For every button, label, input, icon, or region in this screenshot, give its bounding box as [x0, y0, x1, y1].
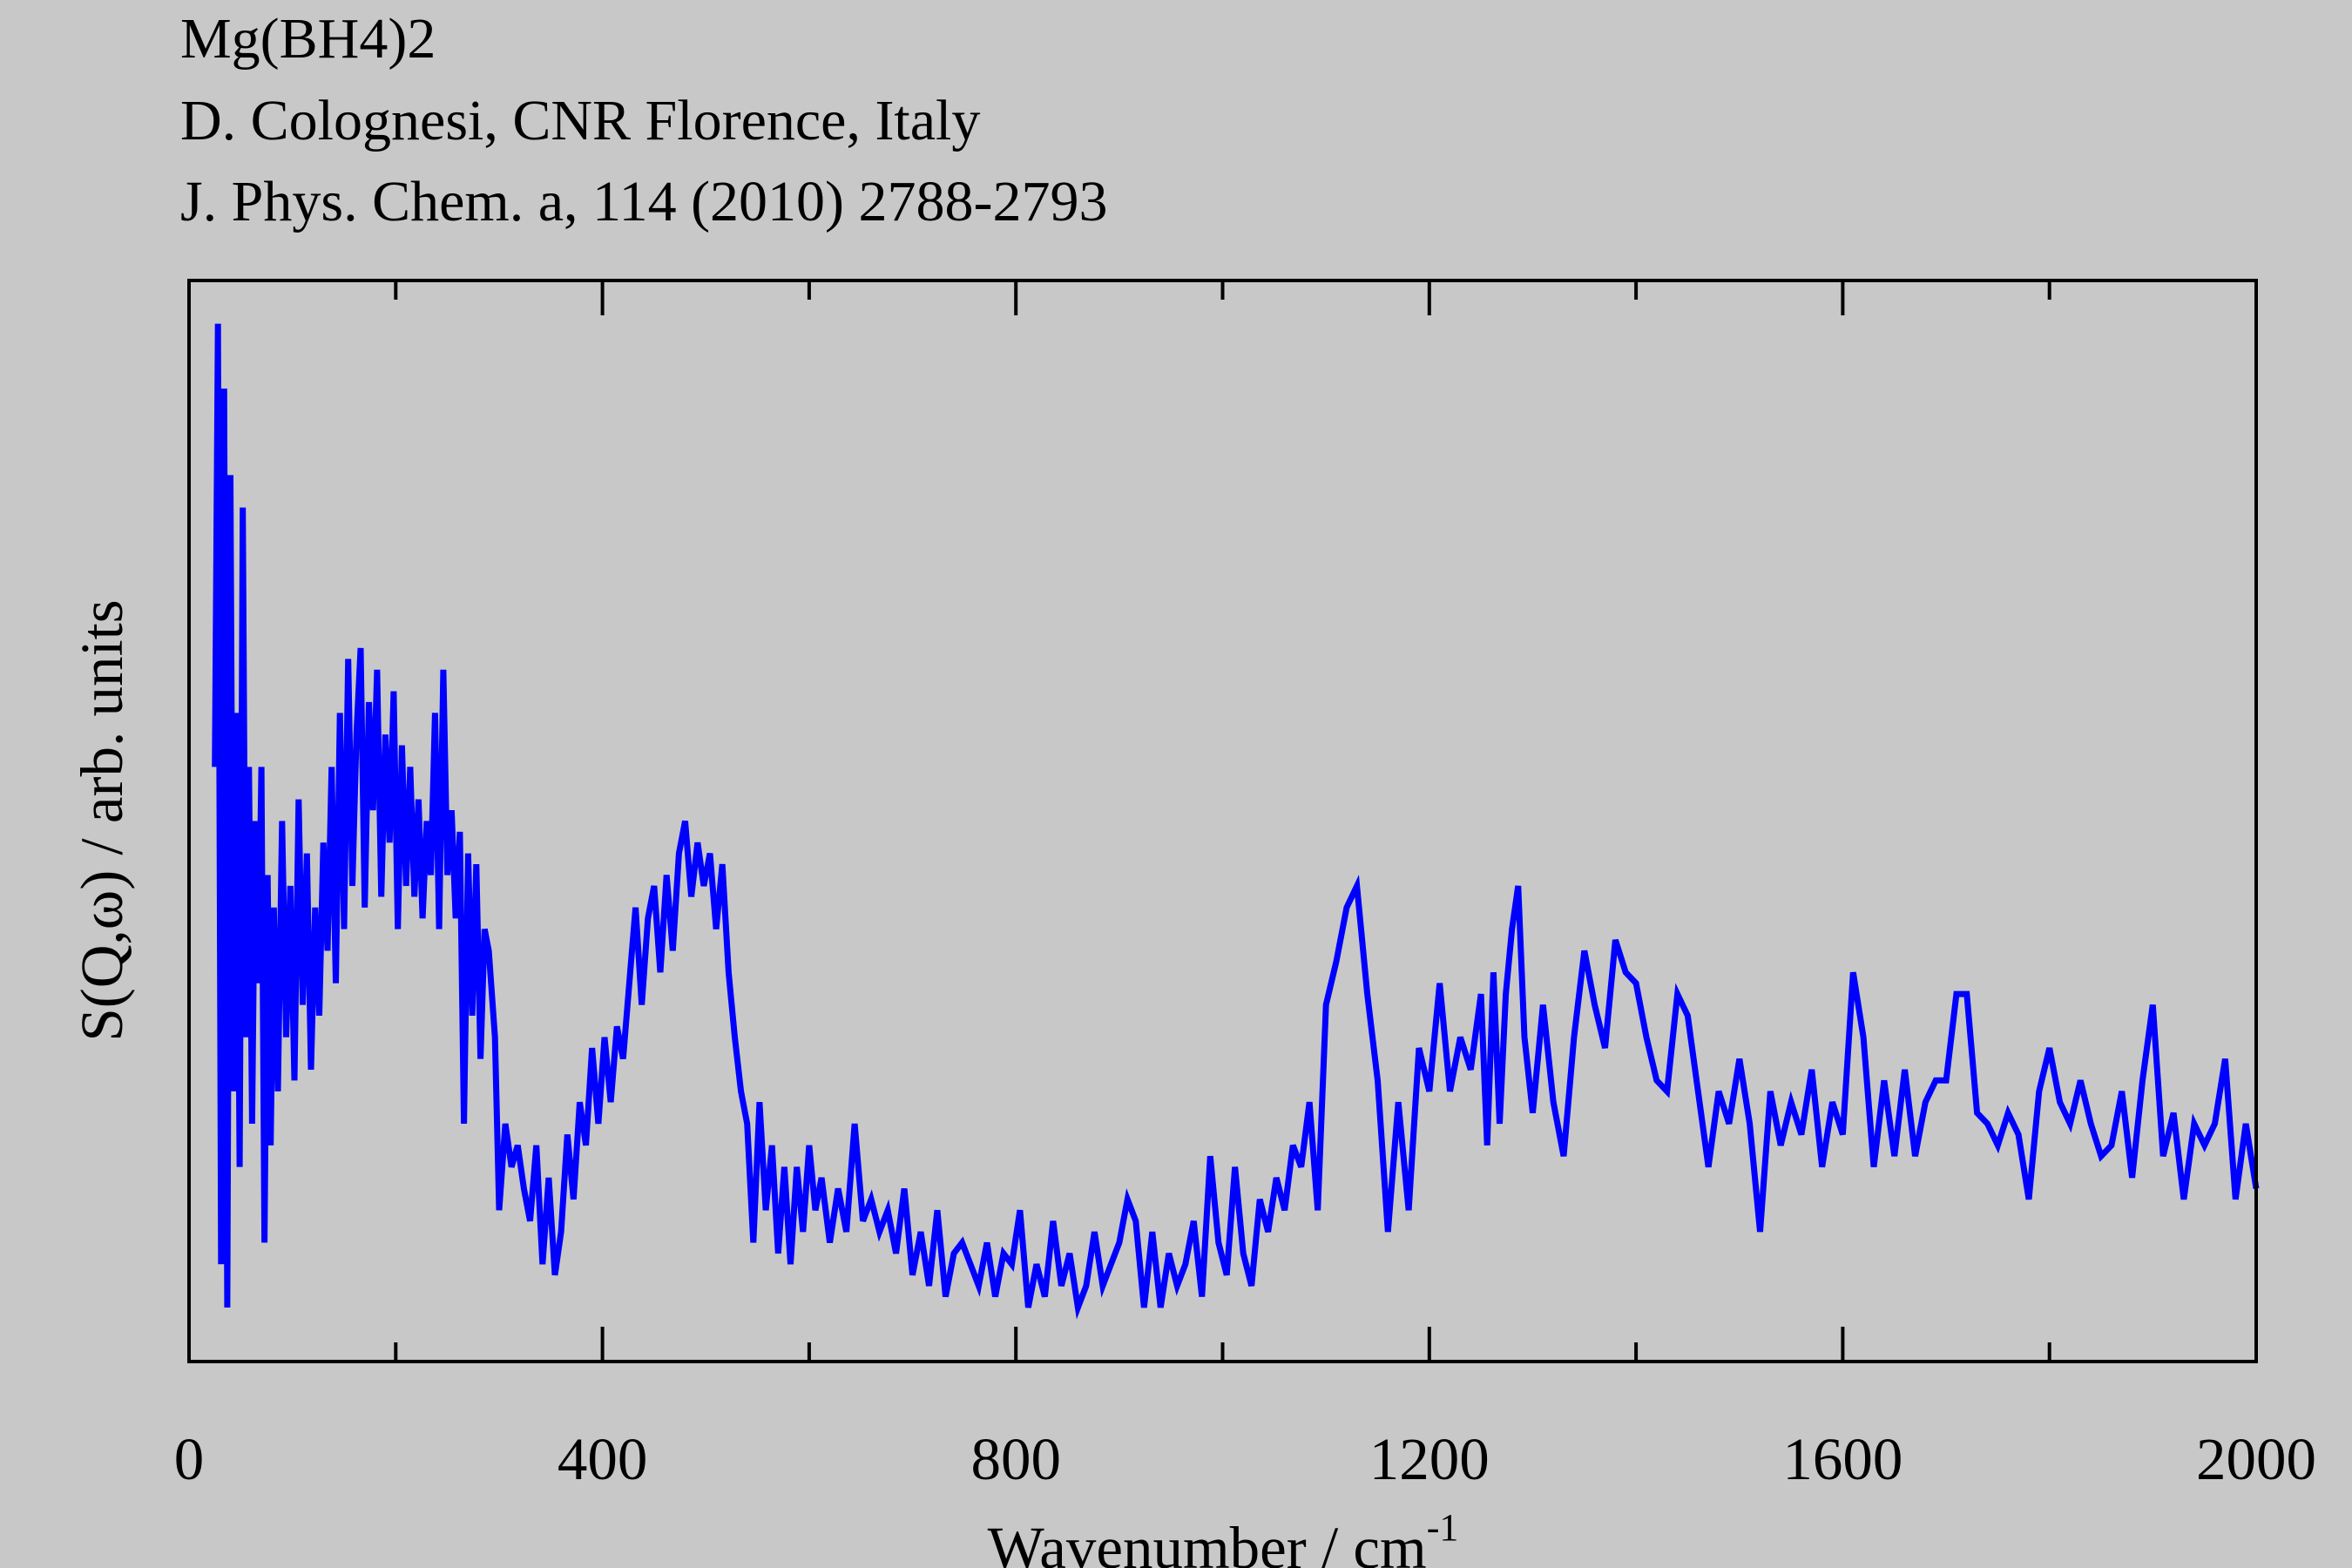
x-axis-label-text: Wavenumber / cm: [988, 1515, 1427, 1568]
chart-subtitle: J. Phys. Chem. a, 114 (2010) 2788-2793: [180, 170, 1108, 233]
chart-title: Mg(BH4)2: [180, 7, 436, 71]
y-axis-label: S(Q,ω) / arb. units: [69, 599, 135, 1041]
x-tick-label: 1600: [1782, 1426, 1903, 1492]
x-tick-label: 400: [558, 1426, 648, 1492]
x-tick-label: 0: [174, 1426, 205, 1492]
chart-subtitle: D. Colognesi, CNR Florence, Italy: [180, 89, 980, 152]
x-axis-label: Wavenumber / cm-1: [988, 1506, 1459, 1568]
x-tick-label: 2000: [2196, 1426, 2316, 1492]
x-tick-label: 1200: [1369, 1426, 1490, 1492]
x-tick-label: 800: [970, 1426, 1061, 1492]
data-line: [212, 323, 2260, 1320]
x-axis-label-sup: -1: [1427, 1506, 1459, 1549]
